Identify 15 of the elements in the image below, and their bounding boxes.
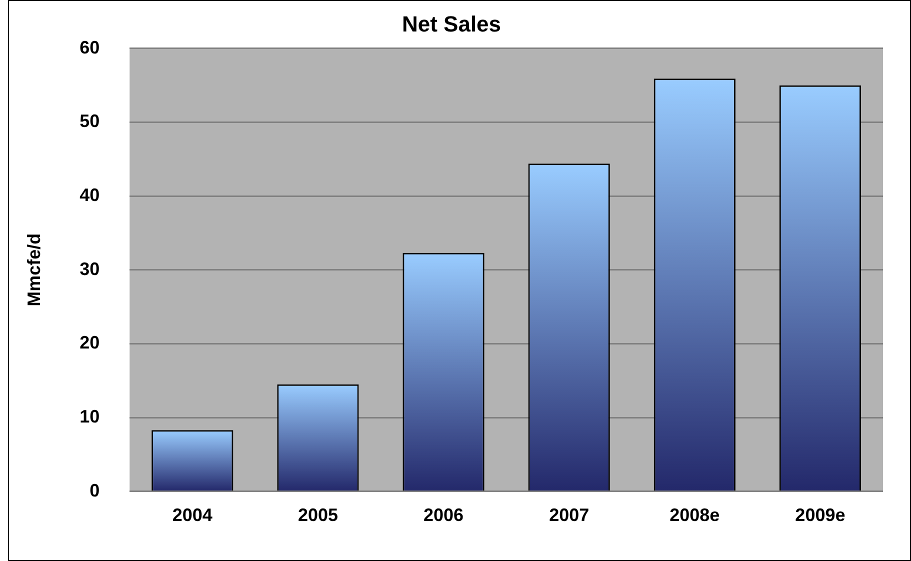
x-tick-label: 2007: [549, 505, 590, 526]
y-tick-label: 50: [80, 111, 100, 132]
y-tick-label: 40: [80, 185, 100, 206]
x-tick-label: 2009e: [795, 505, 846, 526]
chart-title: Net Sales: [402, 11, 502, 36]
x-tick-label: 2006: [424, 505, 464, 526]
y-tick-label: 20: [80, 332, 100, 353]
x-tick-label: 2004: [172, 505, 212, 526]
y-tick-label: 10: [80, 406, 100, 427]
y-tick-label: 60: [80, 37, 100, 58]
x-tick-label: 2005: [298, 505, 338, 526]
x-tick-label: 2008e: [670, 505, 720, 526]
y-axis-title: Mmcfe/d: [24, 233, 44, 306]
y-tick-label: 0: [90, 480, 100, 500]
y-tick-label: 30: [80, 258, 100, 279]
